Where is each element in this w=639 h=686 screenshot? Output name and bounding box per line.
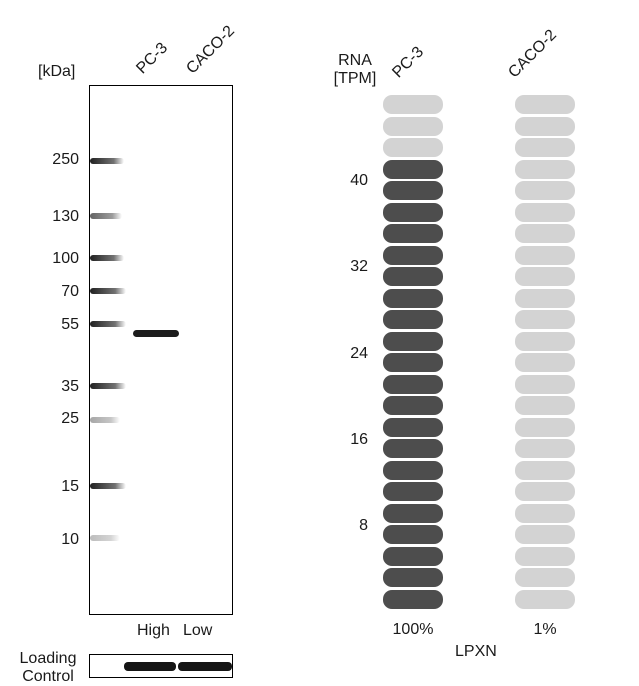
rna-pill-caco2 — [515, 116, 575, 136]
rna-pill-caco2 — [515, 374, 575, 394]
rna-pill-caco2 — [515, 138, 575, 157]
rna-pill-pc3 — [383, 439, 443, 458]
rna-pill-caco2 — [515, 267, 575, 286]
rna-pill-pc3 — [383, 589, 443, 609]
rna-pill-pc3 — [383, 417, 443, 437]
rna-pill-caco2 — [515, 353, 575, 372]
marker-100: 100 — [52, 250, 79, 267]
marker-70: 70 — [61, 283, 79, 300]
rna-pill-pc3 — [383, 568, 443, 587]
marker-130: 130 — [52, 208, 79, 225]
rna-pill-pc3 — [383, 138, 443, 157]
rna-pill-caco2 — [515, 310, 575, 329]
rna-pill-caco2 — [515, 288, 575, 308]
rna-axis-label-line-2: [TPM] — [333, 70, 377, 87]
marker-25: 25 — [61, 410, 79, 427]
rna-pill-pc3 — [383, 95, 443, 114]
rna-pill-pc3 — [383, 546, 443, 566]
rna-pill-pc3 — [383, 224, 443, 243]
ladder-band-100 — [90, 255, 124, 261]
lane-label-caco2: CACO-2 — [183, 22, 239, 78]
rna-pill-pc3 — [383, 503, 443, 523]
lane-label-pc3: PC-3 — [133, 39, 172, 78]
rna-pill-caco2 — [515, 439, 575, 458]
rna-pill-caco2 — [515, 159, 575, 179]
rna-pill-caco2 — [515, 245, 575, 265]
rna-tick-8: 8 — [359, 517, 368, 534]
loading-control-line-1: Loading — [19, 650, 77, 667]
rna-pill-caco2 — [515, 568, 575, 587]
rna-pill-caco2 — [515, 525, 575, 544]
rna-tick-24: 24 — [350, 345, 368, 362]
rna-pill-pc3 — [383, 331, 443, 351]
rna-pill-caco2 — [515, 589, 575, 609]
rna-pill-caco2 — [515, 546, 575, 566]
rna-pill-caco2 — [515, 396, 575, 415]
rna-percent-caco2: 1% — [533, 621, 557, 638]
rna-pill-caco2 — [515, 95, 575, 114]
rna-percent-pc3: 100% — [392, 621, 434, 638]
rna-pill-pc3 — [383, 267, 443, 286]
level-low: Low — [183, 622, 213, 639]
rna-tick-16: 16 — [350, 431, 368, 448]
rna-pill-pc3 — [383, 460, 443, 480]
western-blot-image — [89, 85, 233, 615]
ladder-band-10 — [90, 535, 120, 541]
level-high: High — [137, 622, 170, 639]
rna-pill-caco2 — [515, 417, 575, 437]
kda-label: [kDa] — [38, 63, 76, 80]
rna-pill-pc3 — [383, 353, 443, 372]
pc3-sample-band — [133, 330, 179, 337]
loading-control-label: Loading Control — [16, 650, 80, 686]
marker-250: 250 — [52, 151, 79, 168]
rna-pill-pc3 — [383, 116, 443, 136]
marker-35: 35 — [61, 378, 79, 395]
rna-pill-caco2 — [515, 202, 575, 222]
rna-bar-pc3 — [383, 95, 443, 609]
rna-pill-pc3 — [383, 245, 443, 265]
rna-pill-pc3 — [383, 159, 443, 179]
ladder-band-35 — [90, 383, 126, 389]
marker-10: 10 — [61, 531, 79, 548]
rna-pill-caco2 — [515, 460, 575, 480]
rna-tick-32: 32 — [350, 258, 368, 275]
marker-55: 55 — [61, 316, 79, 333]
rna-pill-caco2 — [515, 503, 575, 523]
gene-label: LPXN — [455, 643, 497, 660]
rna-bar-caco2 — [515, 95, 575, 609]
loading-control-blot — [89, 654, 233, 678]
ladder-band-15 — [90, 483, 126, 489]
ladder-band-130 — [90, 213, 122, 219]
loading-control-band-caco2 — [178, 662, 232, 671]
marker-15: 15 — [61, 478, 79, 495]
rna-pill-caco2 — [515, 331, 575, 351]
ladder-band-25 — [90, 417, 120, 423]
loading-control-line-2: Control — [22, 668, 74, 685]
rna-pill-pc3 — [383, 374, 443, 394]
rna-pill-pc3 — [383, 202, 443, 222]
rna-cell-line-pc3: PC-3 — [389, 43, 428, 82]
loading-control-band-pc3 — [124, 662, 176, 671]
rna-pill-pc3 — [383, 288, 443, 308]
rna-axis-label-line-1: RNA — [338, 52, 372, 69]
rna-pill-caco2 — [515, 482, 575, 501]
rna-pill-pc3 — [383, 181, 443, 200]
rna-cell-line-caco2: CACO-2 — [505, 26, 561, 82]
rna-pill-pc3 — [383, 525, 443, 544]
rna-pill-pc3 — [383, 482, 443, 501]
ladder-band-70 — [90, 288, 126, 294]
rna-axis-label: RNA [TPM] — [330, 52, 380, 88]
ladder-band-250 — [90, 158, 124, 164]
rna-pill-pc3 — [383, 310, 443, 329]
ladder-band-55 — [90, 321, 126, 327]
rna-tick-40: 40 — [350, 172, 368, 189]
rna-pill-caco2 — [515, 181, 575, 200]
rna-pill-pc3 — [383, 396, 443, 415]
rna-pill-caco2 — [515, 224, 575, 243]
